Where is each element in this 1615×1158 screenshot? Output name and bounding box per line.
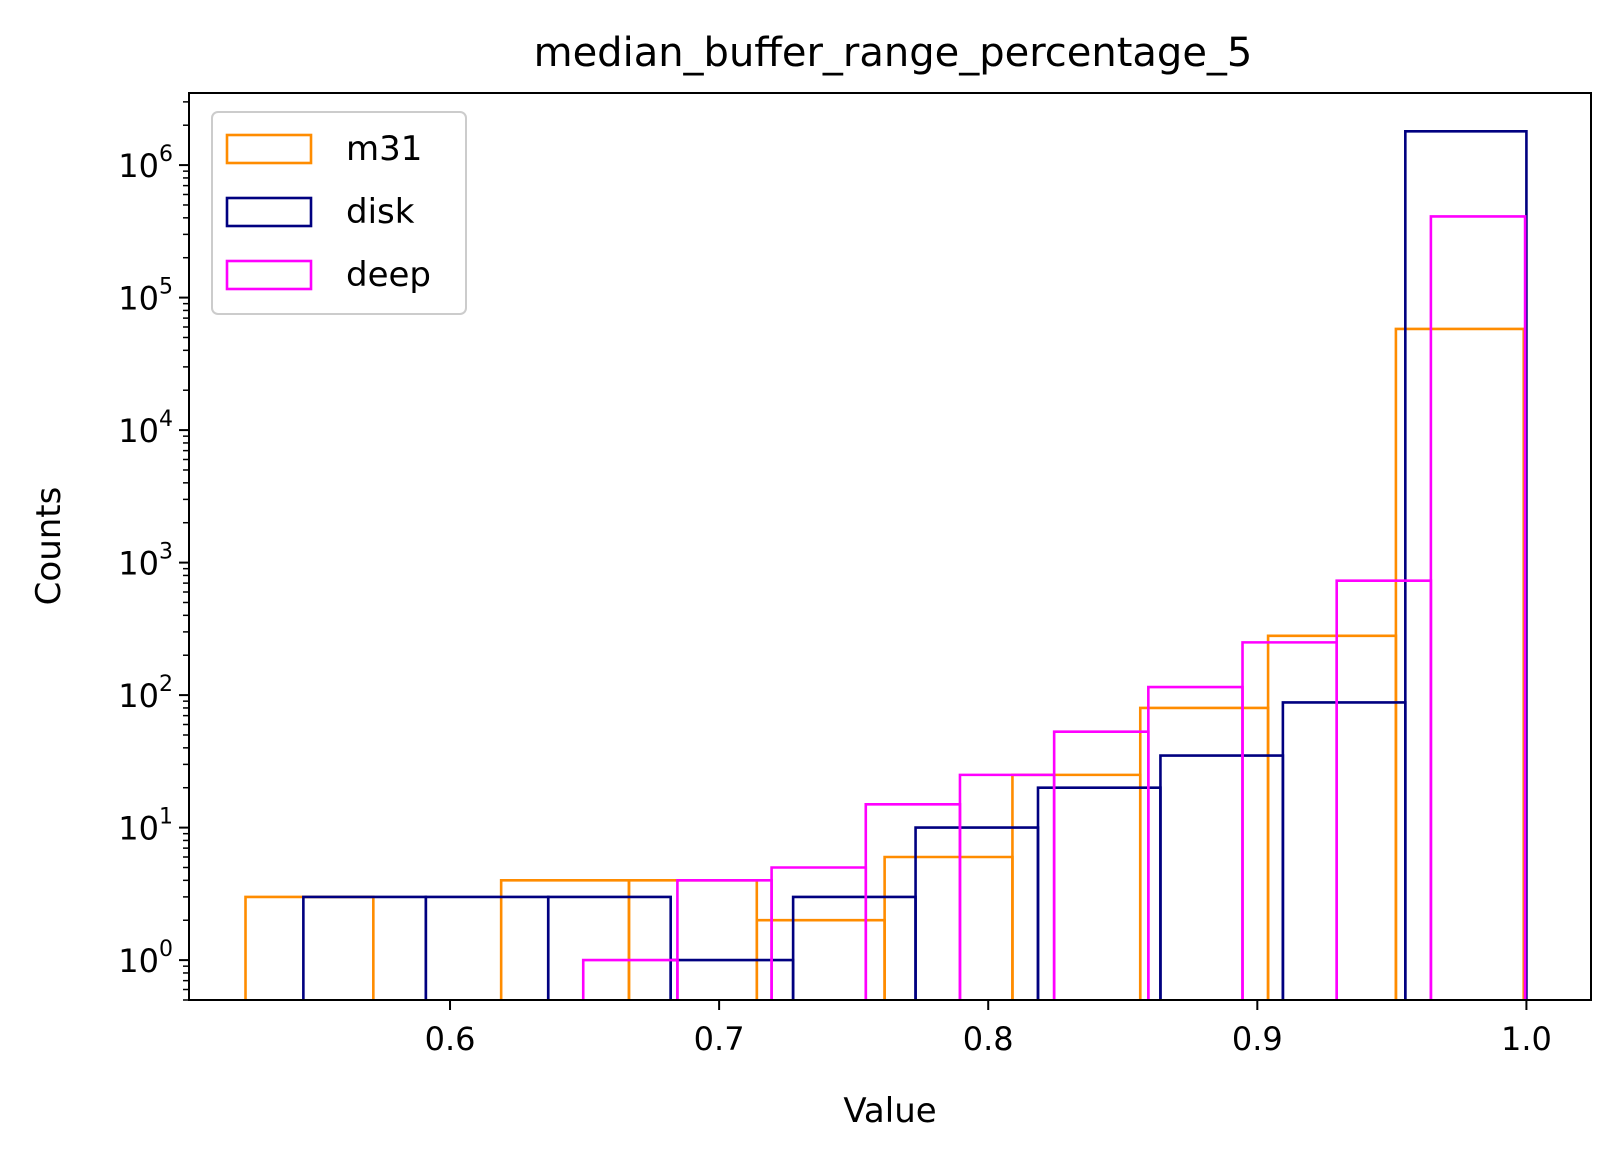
x-tick-label: 1.0 xyxy=(1501,1020,1552,1058)
legend-label: disk xyxy=(346,192,415,232)
series-deep xyxy=(581,215,1527,1000)
y-tick-label: 103 xyxy=(118,540,173,583)
x-tick-label: 0.9 xyxy=(1232,1020,1283,1058)
y-axis-label: Counts xyxy=(29,487,69,606)
legend-label: deep xyxy=(346,255,431,295)
bar-disk-9 xyxy=(1404,129,1528,1000)
x-axis-label: Value xyxy=(843,1091,936,1131)
chart-title: median_buffer_range_percentage_5 xyxy=(534,30,1253,76)
bar-disk-2 xyxy=(546,895,672,1000)
bar-deep-9 xyxy=(1429,215,1527,1000)
series-layer xyxy=(244,129,1528,1000)
bar-m31-9 xyxy=(1394,327,1526,1000)
legend-item-m31: m31 xyxy=(225,129,422,169)
x-tick-label: 0.8 xyxy=(963,1020,1014,1058)
legend-item-disk: disk xyxy=(225,192,415,232)
plot-frame xyxy=(188,92,1592,1001)
legend-label: m31 xyxy=(346,129,422,169)
legend: m31 disk deep xyxy=(211,111,467,315)
legend-swatch xyxy=(225,133,313,165)
legend-swatch xyxy=(225,196,313,228)
legend-swatch xyxy=(225,259,313,291)
x-axis: 0.6 0.7 0.8 0.9 1.0 xyxy=(425,1000,1552,1058)
legend-item-deep: deep xyxy=(225,255,431,295)
series-disk xyxy=(302,129,1528,1000)
x-tick-label: 0.6 xyxy=(425,1020,476,1058)
x-tick-label: 0.7 xyxy=(694,1020,745,1058)
